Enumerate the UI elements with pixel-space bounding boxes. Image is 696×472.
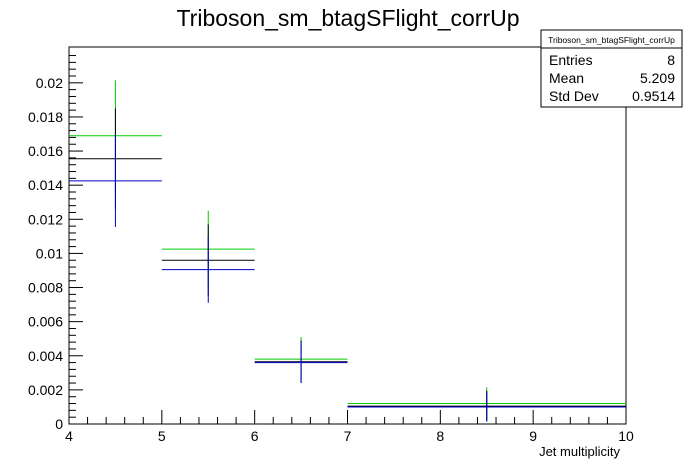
stats-box-frame bbox=[540, 29, 683, 108]
y-axis: 0 0.002 0.004 0.006 0.008 0.01 0.012 0.014 0.016… bbox=[28, 55, 83, 432]
stats-box-name: Triboson_sm_btagSFlight_corrUp bbox=[548, 35, 675, 45]
x-tick-label: 7 bbox=[344, 428, 352, 444]
y-tick-label: 0.02 bbox=[36, 75, 63, 91]
x-tick-label: 6 bbox=[251, 428, 259, 444]
x-axis-label: Jet multiplicity bbox=[539, 444, 620, 459]
stats-mean-value: 5.209 bbox=[640, 70, 675, 86]
y-tick-label: 0.018 bbox=[28, 109, 63, 125]
y-tick-label: 0.006 bbox=[28, 314, 63, 330]
x-tick-label: 9 bbox=[529, 428, 537, 444]
stats-stddev-value: 0.9514 bbox=[632, 88, 675, 104]
y-tick-label: 0.002 bbox=[28, 382, 63, 398]
y-tick-label: 0.01 bbox=[36, 245, 63, 261]
x-tick-label: 10 bbox=[618, 428, 634, 444]
x-axis: 4 5 6 7 8 9 10 bbox=[65, 410, 634, 444]
series-layer bbox=[69, 80, 626, 422]
x-tick-label: 5 bbox=[158, 428, 166, 444]
chart-title: Triboson_sm_btagSFlight_corrUp bbox=[176, 5, 519, 31]
stats-entries-label: Entries bbox=[549, 52, 593, 68]
y-tick-label: 0.014 bbox=[28, 177, 63, 193]
x-tick-label: 8 bbox=[436, 428, 444, 444]
y-tick-label: 0.012 bbox=[28, 211, 63, 227]
y-tick-label: 0.016 bbox=[28, 143, 63, 159]
y-tick-label: 0.008 bbox=[28, 280, 63, 296]
x-tick-label: 4 bbox=[65, 428, 73, 444]
stats-mean-label: Mean bbox=[549, 70, 584, 86]
y-tick-label: 0.004 bbox=[28, 348, 63, 364]
y-tick-label: 0 bbox=[55, 416, 63, 432]
stats-entries-value: 8 bbox=[667, 52, 675, 68]
stats-box: Triboson_sm_btagSFlight_corrUp Entries 8… bbox=[540, 29, 683, 108]
series-2 bbox=[69, 134, 626, 422]
stats-stddev-label: Std Dev bbox=[549, 88, 599, 104]
